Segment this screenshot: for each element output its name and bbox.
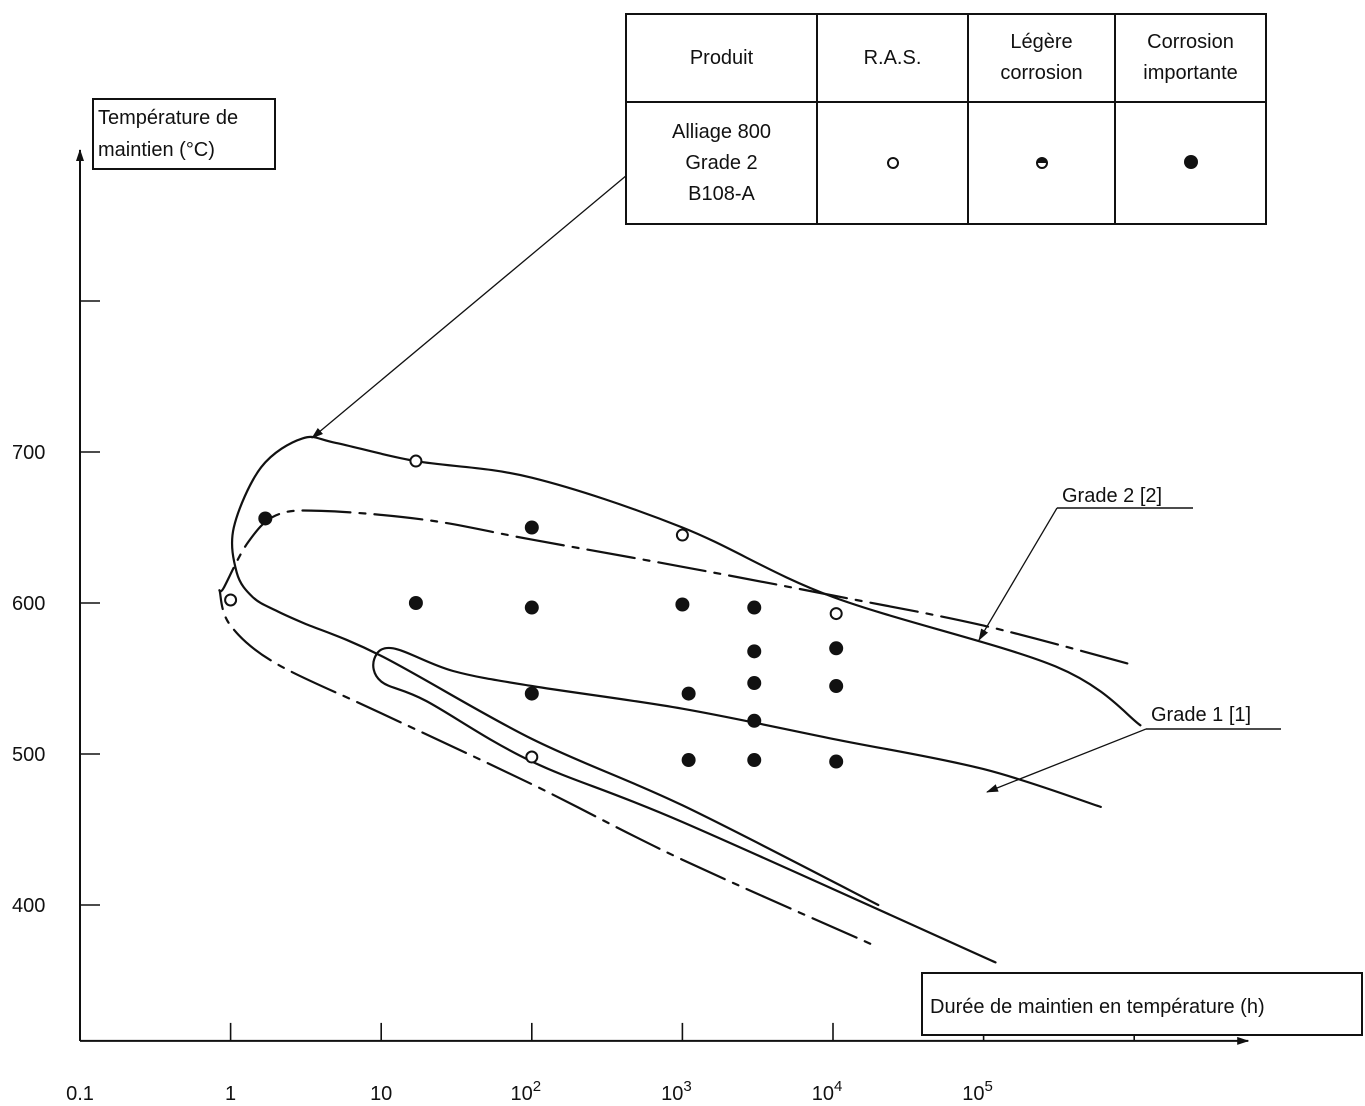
x-tick-label: 0.1 xyxy=(66,1083,94,1105)
x-axis-label-box: Durée de maintien en température (h) xyxy=(921,972,1363,1036)
data-point-filled xyxy=(829,754,844,769)
data-point-filled xyxy=(408,596,423,610)
data-point-open xyxy=(525,750,539,764)
grade-1-callout-line xyxy=(986,728,1147,793)
data-point-open xyxy=(409,454,423,468)
data-point-open xyxy=(224,593,238,607)
x-tick-label: 1 xyxy=(225,1083,236,1105)
legend-callout-line xyxy=(311,174,628,439)
data-point-filled xyxy=(524,520,539,535)
data-point-open xyxy=(829,607,843,621)
legend-legere-cell xyxy=(967,101,1116,225)
x-tick-label: 102 xyxy=(511,1078,542,1105)
open-circle-marker xyxy=(886,156,899,169)
legend-product-line-3: B108-A xyxy=(688,182,755,205)
y-tick-label: 600 xyxy=(12,593,45,615)
y-tick-label: 500 xyxy=(12,744,45,766)
grade-1-curve xyxy=(372,646,1102,964)
data-point-filled xyxy=(681,686,696,701)
x-tick-label: 10 xyxy=(370,1083,392,1105)
data-point-filled xyxy=(747,644,762,659)
y-tick-label: 700 xyxy=(12,442,45,464)
y-axis-label-box: Température de maintien (°C) xyxy=(92,98,276,170)
data-point-filled xyxy=(524,686,539,701)
data-point-filled xyxy=(681,753,696,768)
legend-header-row: Produit R.A.S. Légère corrosion Corrosio… xyxy=(625,13,1267,103)
legend-table: Produit R.A.S. Légère corrosion Corrosio… xyxy=(625,13,1267,225)
data-point-filled xyxy=(524,600,539,615)
data-point-open xyxy=(675,528,689,542)
legend-header-corrosion-importante: Corrosion importante xyxy=(1114,13,1267,103)
x-tick-label: 104 xyxy=(812,1078,843,1105)
data-point-filled xyxy=(829,641,844,656)
y-axis-label-line-1: Température de xyxy=(98,107,239,129)
alliage-800-grade-2-b108a-curve xyxy=(231,435,1142,907)
legend-importante-cell xyxy=(1114,101,1267,225)
legend-header-legere-corrosion: Légère corrosion xyxy=(967,13,1116,103)
legend-product-line-2: Grade 2 xyxy=(685,151,758,174)
legend-header-produit: Produit xyxy=(625,13,818,103)
half-filled-circle-marker xyxy=(1035,156,1048,169)
data-point-filled xyxy=(747,600,762,615)
legend-header-ras: R.A.S. xyxy=(816,13,969,103)
data-point-filled xyxy=(747,753,762,768)
data-point-filled xyxy=(829,679,844,694)
legend-product-line-1: Alliage 800 xyxy=(672,120,771,143)
data-point-filled xyxy=(747,676,762,691)
x-tick-label: 105 xyxy=(962,1078,993,1105)
grade-1-label: Grade 1 [1] xyxy=(1151,704,1251,726)
grade-2-label: Grade 2 [2] xyxy=(1062,485,1162,507)
data-point-filled xyxy=(258,511,273,526)
legend-body-row: Alliage 800 Grade 2 B108-A xyxy=(625,101,1267,225)
grade-2-callout-line xyxy=(978,507,1058,641)
y-axis-label-line-2: maintien (°C) xyxy=(98,139,215,161)
y-tick-label: 400 xyxy=(12,895,45,917)
filled-circle-marker xyxy=(1183,154,1198,169)
legend-product-cell: Alliage 800 Grade 2 B108-A xyxy=(625,101,818,225)
x-tick-label: 103 xyxy=(661,1078,692,1105)
grade-2-curve xyxy=(218,509,1129,949)
data-point-filled xyxy=(747,713,762,728)
x-axis-label: Durée de maintien en température (h) xyxy=(930,996,1265,1018)
legend-ras-cell xyxy=(816,101,969,225)
data-point-filled xyxy=(675,597,690,612)
